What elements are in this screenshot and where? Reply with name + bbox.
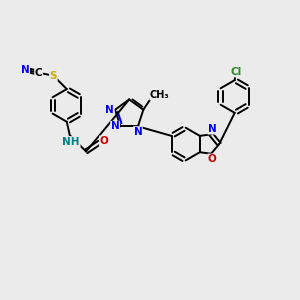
Text: Cl: Cl [231,67,242,77]
Text: N: N [208,124,217,134]
Text: N: N [21,65,29,75]
Text: CH₃: CH₃ [150,90,170,100]
Text: N: N [111,122,119,131]
Text: N: N [134,127,142,137]
Text: N: N [105,105,114,115]
Text: C: C [35,68,42,78]
Text: S: S [50,71,57,81]
Text: NH: NH [62,137,80,147]
Text: O: O [100,136,108,146]
Text: O: O [208,154,217,164]
